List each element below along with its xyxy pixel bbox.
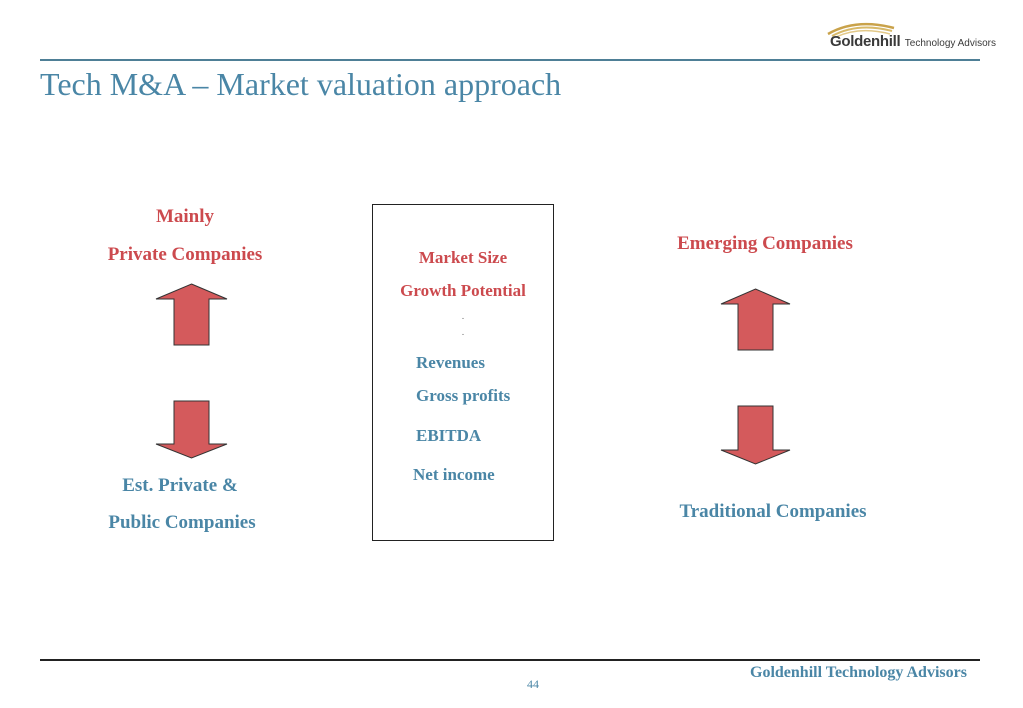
metric-gross-profits: Gross profits xyxy=(416,386,511,405)
valuation-metrics-box xyxy=(372,204,554,541)
metric-net-income: Net income xyxy=(413,465,495,484)
left-top-line1: Mainly xyxy=(155,206,215,227)
page-number: 44 xyxy=(527,677,539,691)
left-bottom-line1: Est. Private & xyxy=(122,475,238,496)
footer-company-name: Goldenhill Technology Advisors xyxy=(750,664,967,681)
header-divider xyxy=(40,59,980,61)
page-title: Tech M&A – Market valuation approach xyxy=(40,66,562,102)
metric-market-size: Market Size xyxy=(418,248,508,267)
left-down-arrow-icon xyxy=(155,400,228,459)
right-down-arrow-icon xyxy=(720,405,791,465)
company-logo: Goldenhill Technology Advisors xyxy=(830,33,996,51)
right-bottom-label: Traditional Companies xyxy=(679,501,867,522)
left-bottom-line2: Public Companies xyxy=(108,512,256,533)
footer-divider xyxy=(40,659,980,661)
left-up-arrow-icon xyxy=(155,283,228,346)
metric-growth-potential: Growth Potential xyxy=(400,281,526,300)
right-top-label: Emerging Companies xyxy=(677,233,853,254)
ellipsis-dot: . xyxy=(461,327,465,337)
metric-revenues: Revenues xyxy=(416,353,485,372)
logo-main-text: Goldenhill xyxy=(830,33,901,50)
goldenhill-logo-swoosh-icon xyxy=(827,22,895,38)
ellipsis-dot: . xyxy=(461,311,465,321)
logo-sub-text: Technology Advisors xyxy=(904,38,996,49)
left-top-line2: Private Companies xyxy=(107,244,263,265)
metric-ebitda: EBITDA xyxy=(416,426,482,445)
right-up-arrow-icon xyxy=(720,288,791,351)
